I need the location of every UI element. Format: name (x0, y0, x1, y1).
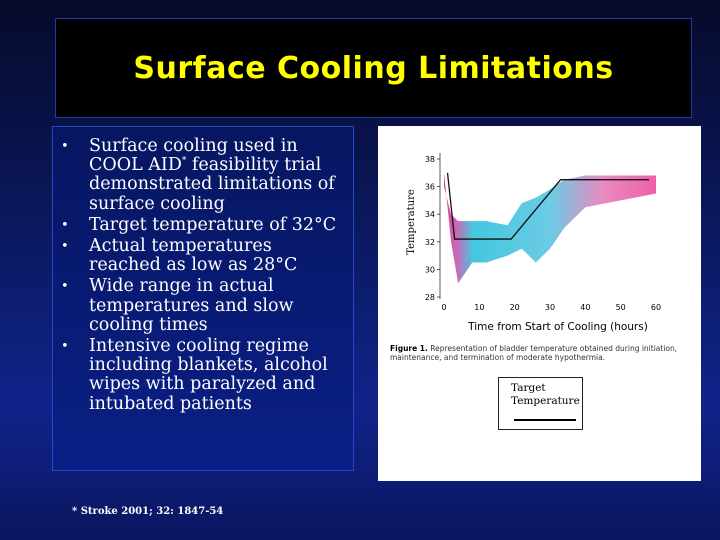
bullet-text-cont: feasibility trial demonstrated limitatio… (89, 155, 335, 214)
bullet-item: • Actual temperatures reached as low as 2… (53, 236, 353, 276)
bullet-text: Surface cooling used in COOL AID (89, 136, 298, 176)
x-tick-label: 10 (474, 303, 484, 312)
legend-text: Target Temperature (511, 382, 580, 408)
bullet-dot: • (61, 279, 69, 295)
y-tick-label: 34 (425, 210, 435, 219)
bullet-text: Actual temperatures reached as low as 28… (89, 236, 298, 276)
y-tick-label: 32 (425, 238, 435, 247)
y-tick-label: 36 (425, 183, 435, 192)
x-tick-label: 60 (651, 303, 661, 312)
bullet-dot: • (61, 217, 69, 233)
caption-text: Representation of bladder temperature ob… (390, 344, 678, 362)
slide-title: Surface Cooling Limitations (133, 50, 614, 86)
figure-panel: 28 30 32 34 36 38 0 10 20 30 40 50 60 Time from Start… (378, 126, 701, 481)
target-temperature-line (446, 172, 649, 240)
legend-line2: Temperature (511, 395, 580, 407)
bullet-dot: • (61, 239, 69, 255)
legend-box: Target Temperature (498, 377, 583, 430)
bullet-text: Target temperature of 32°C (89, 214, 337, 235)
legend-line1: Target (511, 382, 546, 394)
bullet-text: Intensive cooling regime including blank… (89, 336, 328, 414)
bullet-dot: • (61, 139, 69, 154)
x-tick-label: 20 (510, 303, 520, 312)
bullet-item: • Surface cooling used in COOL AID* feasi… (53, 136, 353, 214)
x-axis-label: Time from Start of Cooling (hours) (467, 321, 648, 333)
x-tick-label: 30 (545, 303, 555, 312)
caption-label: Figure 1. (390, 344, 428, 353)
bullet-item: • Intensive cooling regime including blan… (53, 336, 353, 414)
bullet-dot: • (61, 339, 69, 355)
x-tick-label: 50 (616, 303, 626, 312)
y-tick-label: 30 (425, 265, 435, 274)
citation: * Stroke 2001; 32: 1847-54 (72, 506, 224, 517)
bullet-item: • Target temperature of 32°C (53, 214, 353, 235)
bullet-panel: • Surface cooling used in COOL AID* feasi… (52, 126, 354, 471)
x-tick-label: 0 (441, 303, 446, 312)
bullet-list: • Surface cooling used in COOL AID* feasi… (53, 127, 353, 414)
title-box: Surface Cooling Limitations (55, 18, 692, 118)
bullet-item: • Wide range in actual temperatures and s… (53, 277, 353, 335)
figure-caption: Figure 1. Representation of bladder temp… (390, 344, 695, 362)
y-axis-label: Temperature (406, 189, 417, 255)
y-tick-label: 28 (425, 293, 435, 302)
temperature-band (444, 172, 656, 284)
x-tick-label: 40 (580, 303, 590, 312)
y-tick-label: 38 (425, 155, 435, 164)
footnote-mark: * (181, 156, 187, 167)
bullet-text: Wide range in actual temperatures and sl… (89, 276, 294, 335)
legend-line-swatch (514, 419, 576, 421)
